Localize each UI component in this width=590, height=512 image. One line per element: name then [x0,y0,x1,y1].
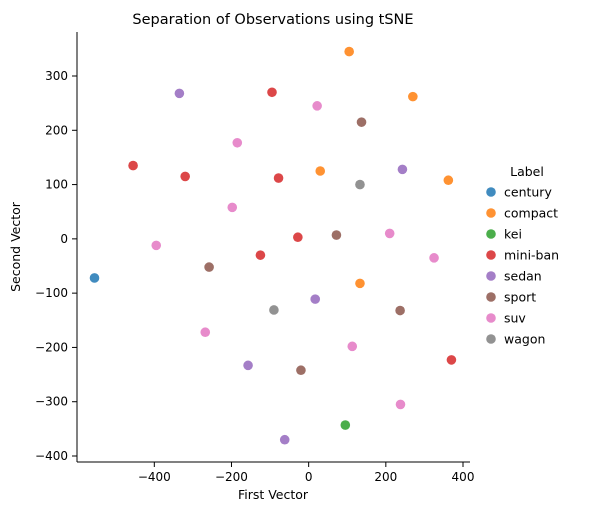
data-point-sport [204,262,214,272]
legend-title: Label [510,164,544,179]
legend: Label century compact kei mini-ban sedan spor… [486,164,559,347]
y-tick-label: −200 [35,340,68,354]
data-point-wagon [269,305,279,315]
data-point-suv [151,240,162,251]
x-axis-title: First Vector [238,487,309,502]
data-point-mini-ban [293,232,303,243]
y-axis-title: Second Vector [8,201,23,292]
legend-marker-suv [486,313,496,323]
legend-marker-sport [486,292,496,302]
data-point-suv [200,327,211,338]
data-point-mini-ban [267,87,277,98]
y-tick-label: −400 [35,449,68,463]
legend-marker-compact [486,208,496,218]
legend-label-century: century [504,185,552,200]
data-point-compact [344,46,354,57]
plot-area [89,46,457,445]
legend-marker-kei [486,229,496,239]
data-point-compact [408,91,418,102]
data-point-compact [315,166,326,176]
data-point-wagon [355,179,365,190]
data-point-sedan [243,360,253,371]
data-point-compact [443,175,454,186]
data-point-suv [347,341,358,352]
y-tick-label: 100 [45,178,68,192]
chart-title: Separation of Observations using tSNE [132,12,413,28]
legend-label-wagon: wagon [504,332,545,347]
data-point-suv [429,253,439,263]
x-tick-label: 0 [305,470,313,484]
y-tick-label: −100 [35,286,68,300]
data-point-sport [395,305,405,316]
legend-label-sedan: sedan [504,269,542,284]
data-point-sedan [397,164,408,175]
y-tick-label: 0 [60,232,68,246]
legend-marker-mini-ban [486,250,496,260]
legend-label-kei: kei [504,227,522,242]
data-point-sedan [279,434,290,445]
legend-label-mini-ban: mini-ban [504,248,559,263]
data-point-suv [312,101,322,111]
data-point-kei [340,420,351,430]
data-point-sport [331,230,342,240]
legend-marker-century [486,187,496,197]
data-point-suv [384,228,395,239]
x-tick-label: −200 [215,470,248,484]
data-point-suv [395,399,406,410]
x-tick-label: 200 [374,470,397,484]
legend-marker-sedan [486,271,496,281]
legend-label-sport: sport [504,290,536,305]
legend-label-suv: suv [504,311,526,326]
data-point-suv [232,137,243,148]
data-point-sport [356,117,367,127]
y-tick-label: 300 [45,69,68,83]
data-point-century [89,273,100,283]
data-point-mini-ban [128,160,138,171]
y-tick-label: 200 [45,123,68,137]
y-tick-label: −300 [35,395,68,409]
x-axis-ticks: −400 −200 0 200 400 [138,462,475,484]
data-point-mini-ban [255,250,266,260]
legend-label-compact: compact [504,206,558,221]
x-tick-label: −400 [138,470,171,484]
data-point-mini-ban [273,173,284,183]
data-point-mini-ban [180,171,190,182]
data-point-sport [296,365,306,376]
data-point-sedan [174,88,185,99]
data-point-sedan [310,294,321,304]
y-axis-ticks: −400 −300 −200 −100 0 100 200 300 [35,69,77,463]
legend-marker-wagon [486,334,496,344]
x-tick-label: 400 [452,470,475,484]
data-point-compact [355,278,365,289]
data-point-mini-ban [446,355,457,365]
data-point-suv [227,202,238,213]
